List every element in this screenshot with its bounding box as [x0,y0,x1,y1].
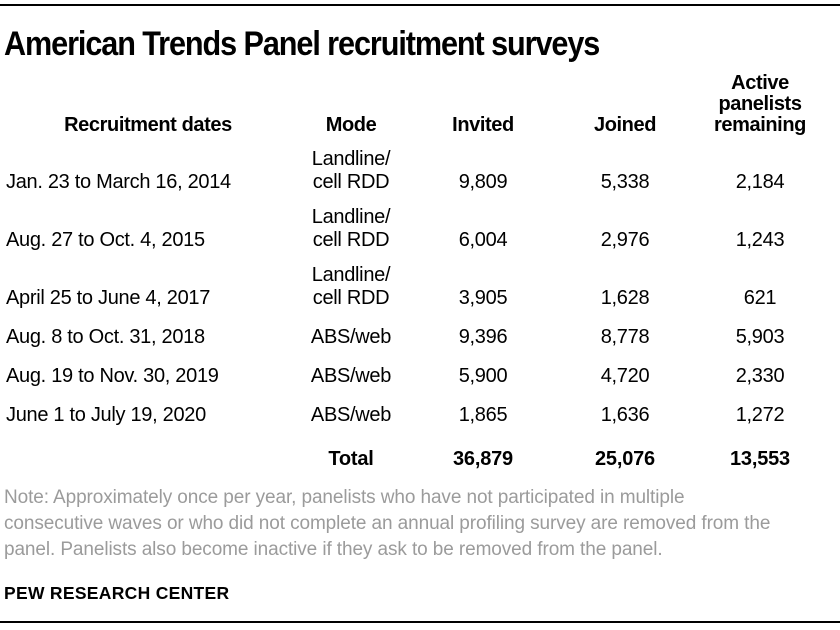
cell-empty [4,427,292,471]
cell-invited: 6,004 [458,229,508,251]
cell-invited: 3,905 [458,287,508,309]
header-recruitment-dates: Recruitment dates [64,114,232,136]
cell-active: 1,243 [735,229,785,251]
total-row: Total 36,879 25,076 13,553 [4,427,826,471]
cell-joined: 5,338 [600,171,650,193]
cell-joined: 1,628 [600,287,650,309]
cell-joined: 2,976 [600,229,650,251]
total-invited: 36,879 [453,448,513,470]
cell-mode: Landline/ cell RDD [311,264,391,309]
cell-active: 621 [743,287,777,309]
cell-mode: ABS/web [310,404,392,426]
total-joined: 25,076 [595,448,655,470]
table-header: Recruitment dates Mode Invited Joined Ac… [4,73,826,136]
header-active-panelists-remaining: Active panelists remaining [714,72,806,136]
table-row: April 25 to June 4, 2017 Landline/ cell … [4,252,826,310]
cell-joined: 8,778 [600,326,650,348]
cell-dates: June 1 to July 19, 2020 [6,404,206,426]
cell-active: 2,184 [735,171,785,193]
header-row: Recruitment dates Mode Invited Joined Ac… [4,73,826,136]
table-row: Aug. 19 to Nov. 30, 2019 ABS/web 5,900 4… [4,349,826,388]
cell-invited: 9,396 [458,326,508,348]
table-body: Jan. 23 to March 16, 2014 Landline/ cell… [4,136,826,471]
cell-dates: Aug. 19 to Nov. 30, 2019 [6,365,219,387]
cell-active: 5,903 [735,326,785,348]
cell-invited: 1,865 [458,404,508,426]
figure-content: American Trends Panel recruitment survey… [4,25,826,603]
cell-mode: ABS/web [310,326,392,348]
bottom-rule [0,621,840,623]
cell-mode: ABS/web [310,365,392,387]
source-label: PEW RESEARCH CENTER [4,583,230,603]
header-joined: Joined [593,114,657,136]
top-rule [0,4,840,6]
header-invited: Invited [452,114,514,136]
table-row: Jan. 23 to March 16, 2014 Landline/ cell… [4,136,826,194]
header-mode: Mode [325,114,377,136]
cell-invited: 5,900 [458,365,508,387]
footnote: Note: Approximately once per year, panel… [4,487,771,560]
cell-mode: Landline/ cell RDD [311,148,391,193]
table-row: Aug. 8 to Oct. 31, 2018 ABS/web 9,396 8,… [4,310,826,349]
page-title: American Trends Panel recruitment survey… [4,25,600,63]
cell-dates: Aug. 8 to Oct. 31, 2018 [6,326,205,348]
recruitment-table: Recruitment dates Mode Invited Joined Ac… [4,73,826,471]
cell-mode: Landline/ cell RDD [311,206,391,251]
table-row: Aug. 27 to Oct. 4, 2015 Landline/ cell R… [4,194,826,252]
cell-invited: 9,809 [458,171,508,193]
cell-active: 1,272 [735,404,785,426]
cell-dates: Jan. 23 to March 16, 2014 [6,171,231,193]
total-active: 13,553 [730,448,790,470]
cell-joined: 1,636 [600,404,650,426]
cell-dates: Aug. 27 to Oct. 4, 2015 [6,229,205,251]
table-row: June 1 to July 19, 2020 ABS/web 1,865 1,… [4,388,826,427]
cell-joined: 4,720 [600,365,650,387]
cell-dates: April 25 to June 4, 2017 [6,287,211,309]
cell-active: 2,330 [735,365,785,387]
total-label: Total [328,448,374,470]
